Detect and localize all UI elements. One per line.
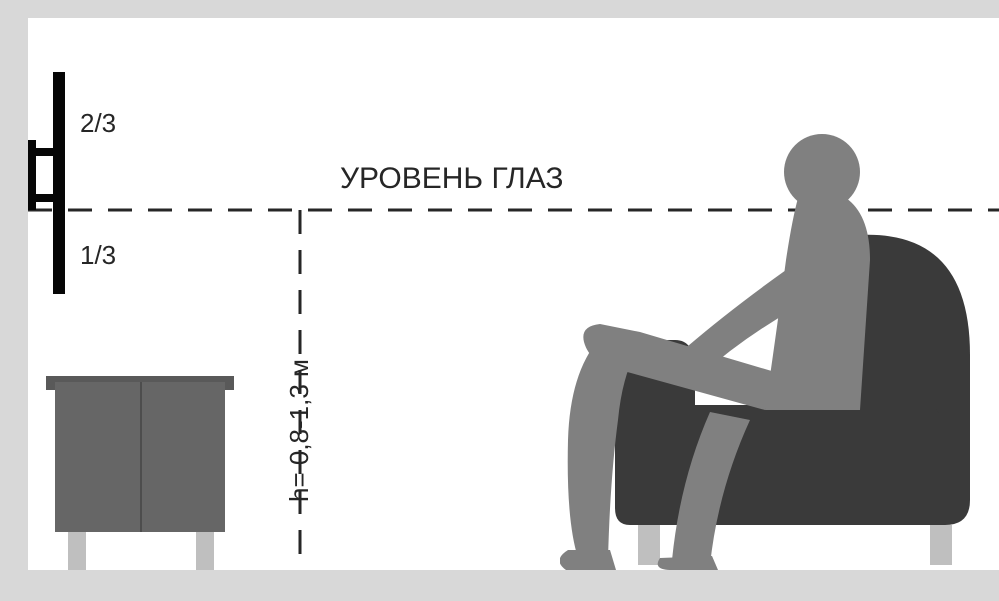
tv-bracket-arm-bottom: [36, 194, 53, 202]
tv-ratio-lower: 1/3: [80, 240, 116, 271]
tv-ratio-upper: 2/3: [80, 108, 116, 139]
cabinet-leg-left: [68, 532, 86, 570]
tv-bracket-post: [28, 140, 36, 210]
diagram-stage: 2/3 1/3 УРОВЕНЬ ГЛАЗ h= 0,8-1,3 м: [0, 0, 999, 601]
person-in-armchair: [560, 120, 980, 570]
cabinet-door-gap: [140, 382, 142, 532]
height-label: h= 0,8-1,3 м: [284, 359, 315, 502]
tv-bracket-arm-top: [36, 148, 53, 156]
cabinet-leg-right: [196, 532, 214, 570]
eye-level-label: УРОВЕНЬ ГЛАЗ: [340, 162, 564, 196]
tv-panel: [53, 72, 65, 294]
